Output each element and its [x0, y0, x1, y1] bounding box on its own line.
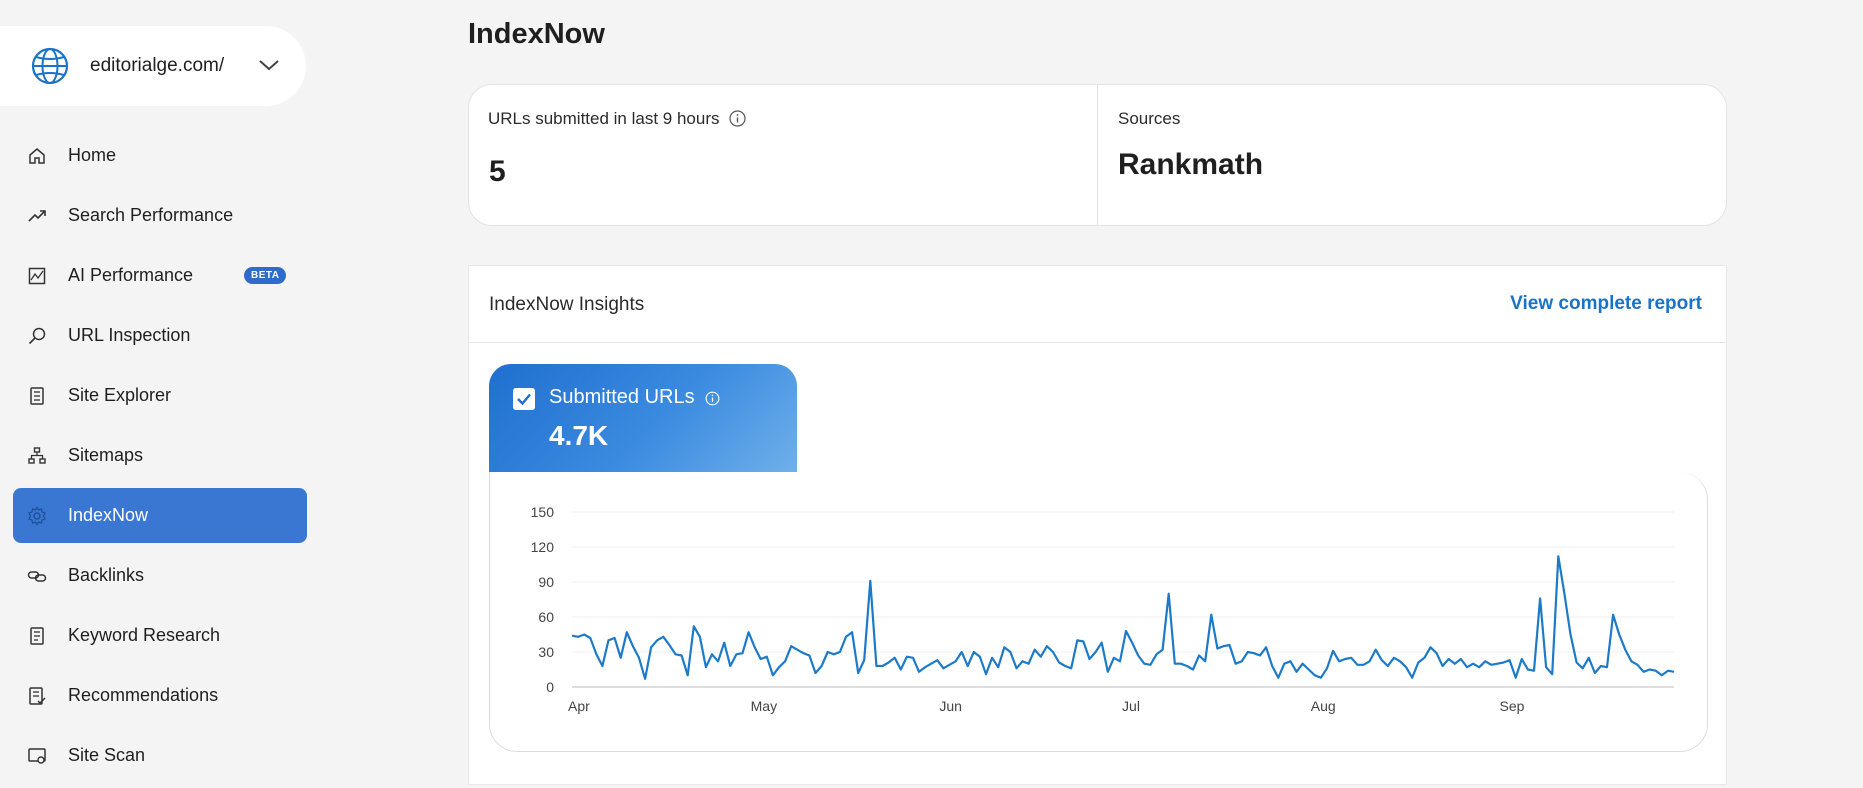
sidebar-item-sitemaps[interactable]: Sitemaps — [13, 428, 307, 483]
series-line[interactable] — [571, 555, 1675, 680]
submitted-stat-label: URLs submitted in last 9 hours — [488, 109, 746, 129]
submitted-stat-value: 5 — [489, 155, 506, 188]
sidebar-item-ai-performance[interactable]: AI Performance BETA — [13, 248, 307, 303]
y-tick-label: 60 — [538, 609, 554, 625]
link-icon — [27, 571, 47, 582]
stats-card: URLs submitted in last 9 hours 5 Sources… — [468, 84, 1727, 226]
sidebar-item-label: Recommendations — [68, 685, 219, 705]
sidebar-item-home[interactable]: Home — [13, 128, 307, 183]
document-icon — [30, 627, 44, 645]
chart-panel: 0 30 60 90 120 150 Apr May Jun Jul Aug Sep — [489, 472, 1708, 752]
metric-label-text: Submitted URLs — [549, 386, 695, 408]
beta-badge: BETA — [244, 267, 287, 284]
sidebar-item-indexnow[interactable]: IndexNow — [13, 488, 307, 543]
insights-title: IndexNow Insights — [489, 294, 645, 315]
sidebar-item-label: Sitemaps — [68, 445, 144, 465]
sidebar-item-site-explorer[interactable]: Site Explorer — [13, 368, 307, 423]
x-tick-label: Jun — [939, 698, 962, 714]
submitted-urls-chart: 0 30 60 90 120 150 Apr May Jun Jul Aug Sep — [531, 504, 1675, 714]
submitted-stat-label-text: URLs submitted in last 9 hours — [488, 109, 720, 128]
sitemap-icon — [28, 447, 46, 464]
sidebar-item-url-inspection[interactable]: URL Inspection — [13, 308, 307, 363]
sidebar-item-label: URL Inspection — [68, 325, 191, 345]
sidebar-item-label: AI Performance — [68, 265, 194, 285]
sidebar-item-keyword-research[interactable]: Keyword Research — [13, 608, 307, 663]
insights-card: IndexNow Insights View complete report S… — [468, 265, 1727, 785]
sidebar-item-label: Keyword Research — [68, 625, 221, 645]
magnifier-icon — [28, 327, 46, 345]
sources-stat-value: Rankmath — [1118, 148, 1264, 181]
document-checklist-icon — [29, 687, 46, 705]
sidebar-item-backlinks[interactable]: Backlinks — [13, 548, 307, 603]
y-tick-label: 30 — [538, 644, 554, 660]
chart-image-icon — [28, 267, 46, 285]
sidebar-item-label: IndexNow — [68, 505, 149, 525]
sidebar-item-label: Search Performance — [68, 205, 234, 225]
sidebar-item-site-scan[interactable]: Site Scan — [13, 728, 307, 783]
y-tick-label: 90 — [538, 574, 554, 590]
trend-up-icon — [28, 210, 46, 222]
x-tick-label: Sep — [1500, 698, 1525, 714]
sidebar-item-recommendations[interactable]: Recommendations — [13, 668, 307, 723]
site-picker[interactable]: editorialge.com/ — [0, 26, 306, 106]
sidebar-item-label: Site Scan — [68, 745, 146, 765]
x-tick-label: Jul — [1122, 698, 1140, 714]
sidebar-item-label: Backlinks — [68, 565, 145, 585]
y-tick-label: 150 — [531, 504, 555, 520]
scan-icon — [28, 748, 46, 764]
sidebar-item-label: Site Explorer — [68, 385, 172, 405]
info-icon[interactable] — [705, 391, 720, 406]
sidebar-item-search-performance[interactable]: Search Performance — [13, 188, 307, 243]
sidebar-item-label: Home — [68, 145, 117, 165]
checkbox-checked-icon[interactable] — [513, 388, 535, 410]
y-tick-label: 120 — [531, 539, 555, 555]
x-tick-label: Aug — [1311, 698, 1336, 714]
submitted-urls-metric-tab[interactable]: Submitted URLs 4.7K — [489, 364, 797, 472]
x-tick-label: May — [751, 698, 777, 714]
site-name: editorialge.com/ — [90, 55, 225, 76]
chevron-down-icon[interactable] — [258, 56, 280, 74]
home-icon — [29, 148, 45, 164]
sidebar-nav: Home Search Performance AI Performance B… — [13, 128, 307, 788]
insights-header: IndexNow Insights View complete report — [469, 266, 1726, 343]
sources-stat-label: Sources — [1118, 109, 1181, 128]
metric-value: 4.7K — [549, 420, 609, 451]
metric-label: Submitted URLs — [549, 386, 720, 409]
page-title: IndexNow — [468, 18, 605, 50]
document-list-icon — [30, 387, 44, 405]
gear-icon — [28, 506, 46, 526]
y-tick-label: 0 — [546, 679, 554, 695]
stats-divider — [1097, 85, 1098, 225]
x-tick-label: Apr — [568, 698, 590, 714]
globe-icon — [31, 47, 69, 85]
view-complete-report-link[interactable]: View complete report — [1510, 293, 1702, 314]
info-icon[interactable] — [729, 110, 746, 127]
